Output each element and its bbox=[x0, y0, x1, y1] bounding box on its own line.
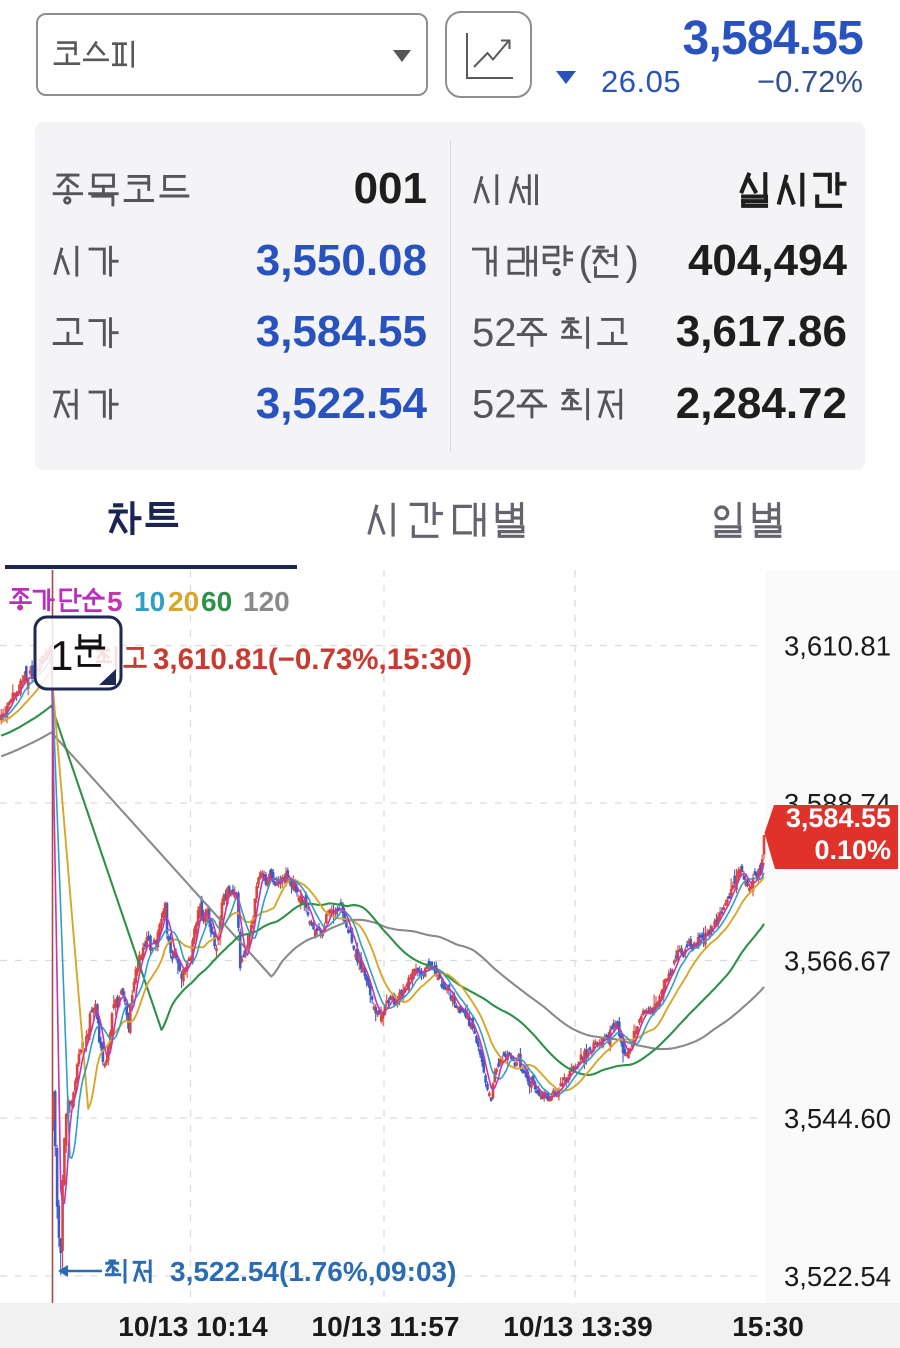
svg-text:3,610.81(−0.73%,15:30): 3,610.81(−0.73%,15:30) bbox=[153, 643, 472, 676]
svg-text:(: ( bbox=[579, 240, 593, 284]
svg-text:15:30: 15:30 bbox=[732, 1311, 804, 1342]
svg-text:10/13 11:57: 10/13 11:57 bbox=[312, 1311, 460, 1342]
svg-text:10/13 10:14: 10/13 10:14 bbox=[118, 1311, 268, 1342]
svg-text:60: 60 bbox=[201, 586, 232, 617]
svg-text:120: 120 bbox=[243, 586, 290, 617]
svg-text:10/13 13:39: 10/13 13:39 bbox=[503, 1311, 652, 1342]
svg-text:52: 52 bbox=[472, 383, 517, 427]
svg-text:3,566.67: 3,566.67 bbox=[784, 946, 891, 977]
svg-text:5: 5 bbox=[107, 586, 123, 617]
svg-text:0.10%: 0.10% bbox=[814, 835, 891, 865]
svg-text:3,522.54: 3,522.54 bbox=[784, 1261, 891, 1292]
svg-text:10: 10 bbox=[134, 586, 165, 617]
svg-text:3,522.54(1.76%,09:03): 3,522.54(1.76%,09:03) bbox=[170, 1256, 456, 1287]
svg-text:52: 52 bbox=[472, 311, 517, 355]
svg-text:20: 20 bbox=[168, 586, 199, 617]
svg-text:3,584.55: 3,584.55 bbox=[786, 803, 891, 833]
svg-text:3,544.60: 3,544.60 bbox=[784, 1103, 891, 1134]
svg-text:1: 1 bbox=[50, 632, 73, 679]
svg-text:): ) bbox=[626, 240, 639, 284]
svg-text:3,610.81: 3,610.81 bbox=[784, 631, 891, 662]
